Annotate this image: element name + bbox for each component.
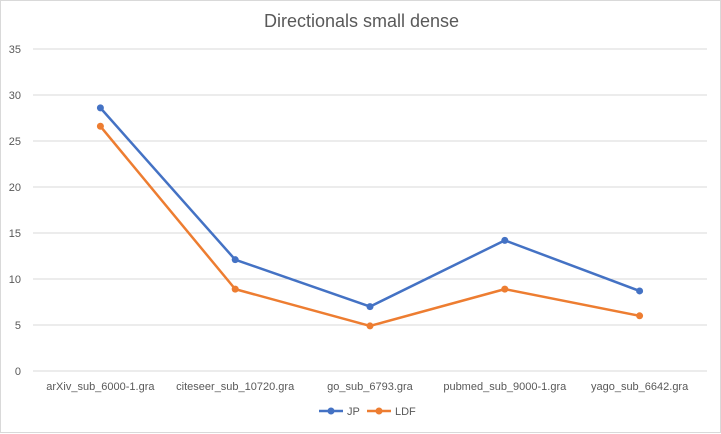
x-tick-label: citeseer_sub_10720.gra	[176, 381, 295, 393]
data-point-jp	[231, 256, 239, 264]
legend-label-jp: JP	[347, 406, 360, 418]
y-tick-label: 15	[9, 228, 21, 240]
y-tick-label: 10	[9, 274, 21, 286]
y-tick-label: 0	[15, 366, 21, 378]
y-tick-label: 5	[15, 320, 21, 332]
legend-marker-ldf	[375, 407, 383, 415]
series-line-jp	[99, 106, 641, 308]
chart-title: Directionals small dense	[263, 11, 460, 31]
data-point-ldf	[636, 312, 644, 320]
x-tick-label: go_sub_6793.gra	[327, 381, 414, 393]
x-tick-label: arXiv_sub_6000-1.gra	[46, 381, 155, 393]
series-line-ldf	[99, 125, 641, 328]
y-tick-label: 20	[9, 182, 21, 194]
data-point-ldf	[501, 285, 509, 293]
data-point-jp	[501, 236, 509, 244]
data-point-jp	[636, 287, 644, 295]
data-point-jp	[366, 303, 374, 311]
x-tick-label: yago_sub_6642.gra	[591, 381, 689, 393]
data-point-ldf	[366, 322, 374, 330]
y-tick-label: 35	[9, 44, 21, 56]
data-point-jp	[96, 104, 104, 112]
y-tick-label: 30	[9, 90, 21, 102]
legend-marker-jp	[327, 407, 335, 415]
data-point-ldf	[96, 122, 104, 130]
legend-label-ldf: LDF	[395, 406, 416, 418]
x-tick-label: pubmed_sub_9000-1.gra	[443, 381, 567, 393]
data-point-ldf	[231, 285, 239, 293]
y-tick-label: 25	[9, 136, 21, 148]
